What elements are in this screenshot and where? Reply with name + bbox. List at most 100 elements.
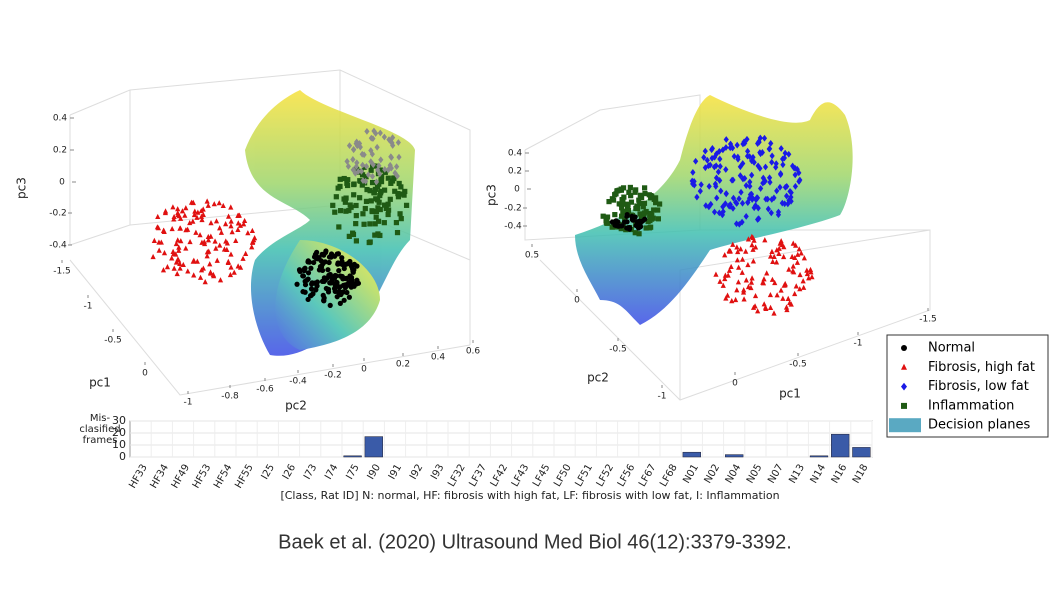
- scatter-point: [780, 295, 786, 301]
- scatter-point: [793, 283, 799, 289]
- scatter-point: [396, 153, 402, 161]
- legend-marker: [901, 402, 907, 409]
- scatter-point: [335, 260, 341, 266]
- scatter-point: [345, 177, 351, 183]
- scatter-point: [229, 229, 235, 235]
- x-tick-label: LF56: [616, 463, 638, 489]
- scatter-point: [369, 150, 375, 158]
- scatter-point: [711, 208, 718, 216]
- scatter-point: [347, 202, 353, 208]
- scatter-point: [328, 254, 334, 260]
- scatter-point: [314, 279, 320, 285]
- scatter-point: [183, 245, 189, 251]
- scatter-point: [371, 190, 377, 196]
- scatter-point: [191, 272, 197, 278]
- scatter-point: [650, 215, 656, 221]
- scatter-point: [322, 259, 328, 265]
- scatter-point: [198, 213, 205, 219]
- scatter-point: [170, 204, 176, 210]
- tick-label: 0.2: [53, 146, 67, 156]
- scatter-point: [769, 196, 775, 203]
- scatter-point: [385, 175, 391, 181]
- scatter-point: [723, 190, 729, 197]
- scatter-point: [729, 298, 735, 304]
- scatter-point: [339, 255, 345, 261]
- scatter-point: [228, 264, 234, 270]
- scatter-point: [334, 294, 340, 300]
- scatter-point: [357, 143, 363, 151]
- scatter-point: [690, 168, 696, 176]
- scatter-point: [702, 147, 708, 155]
- scatter-point: [730, 241, 736, 247]
- scatter-point: [212, 238, 218, 244]
- scatter-point: [734, 257, 741, 263]
- tick-label: -0.2: [504, 204, 522, 214]
- scatter-point: [221, 246, 228, 252]
- scatter-point: [382, 169, 388, 175]
- z-axis-label: pc3: [485, 184, 499, 206]
- scatter-point: [727, 140, 734, 148]
- x-axis-label: pc1: [89, 376, 111, 390]
- scatter-point: [735, 248, 741, 255]
- scatter-point: [369, 179, 376, 186]
- scatter-point: [241, 221, 247, 227]
- scatter-point: [761, 276, 767, 282]
- scatter-point: [341, 175, 347, 182]
- scatter-point: [729, 176, 735, 184]
- scatter-point: [344, 157, 350, 165]
- scatter-point: [331, 275, 338, 281]
- scatter-point: [620, 185, 627, 191]
- tick-label: 0.2: [508, 167, 522, 177]
- scatter-point: [722, 252, 728, 258]
- scatter-point: [346, 279, 352, 286]
- x-tick-label: I25: [260, 463, 277, 482]
- scatter-point: [773, 163, 779, 171]
- scatter-point: [637, 211, 643, 217]
- scatter-point: [335, 185, 341, 191]
- scatter-point: [620, 209, 626, 215]
- scatter-point: [751, 237, 757, 243]
- scatter-point: [231, 269, 237, 275]
- scatter-point: [782, 149, 788, 157]
- scatter-point: [621, 194, 627, 200]
- scatter-point: [364, 186, 370, 193]
- scatter-point: [381, 133, 387, 141]
- scatter-point: [150, 253, 156, 260]
- scatter-point: [766, 174, 773, 182]
- scatter-point: [704, 156, 710, 164]
- scatter-point: [228, 204, 234, 210]
- scatter-point: [711, 163, 717, 171]
- scatter-point: [636, 197, 642, 203]
- scatter-point: [734, 141, 740, 149]
- scatter-point: [300, 289, 306, 295]
- scatter-point: [162, 209, 169, 216]
- scatter-point: [804, 270, 810, 277]
- scatter-point: [798, 250, 804, 256]
- scatter-point: [722, 200, 728, 208]
- scatter-point: [177, 265, 183, 271]
- scatter-point: [228, 251, 234, 257]
- scatter-point: [772, 279, 778, 286]
- scatter-point: [808, 269, 814, 275]
- caption: Baek et al. (2020) Ultrasound Med Biol 4…: [278, 531, 792, 553]
- scatter-point: [360, 211, 366, 217]
- scatter-point: [752, 303, 758, 309]
- tick-label: -0.4: [49, 241, 67, 251]
- x-axis-label: pc1: [779, 387, 801, 401]
- bar: [831, 433, 850, 458]
- x-tick-label: HF54: [212, 463, 235, 491]
- bar: [725, 454, 744, 458]
- bar-x-axis-label: [Class, Rat ID] N: normal, HF: fibrosis …: [280, 489, 779, 502]
- scatter-point: [204, 253, 210, 259]
- scatter-point: [301, 268, 307, 274]
- scatter-point: [641, 200, 648, 206]
- scatter-point: [765, 205, 771, 213]
- scatter-point: [385, 201, 391, 207]
- tick-label: -0.2: [324, 371, 342, 381]
- scatter-point: [395, 139, 401, 146]
- scatter-point: [376, 181, 382, 187]
- scatter-point: [790, 240, 796, 246]
- scatter-point: [723, 136, 729, 143]
